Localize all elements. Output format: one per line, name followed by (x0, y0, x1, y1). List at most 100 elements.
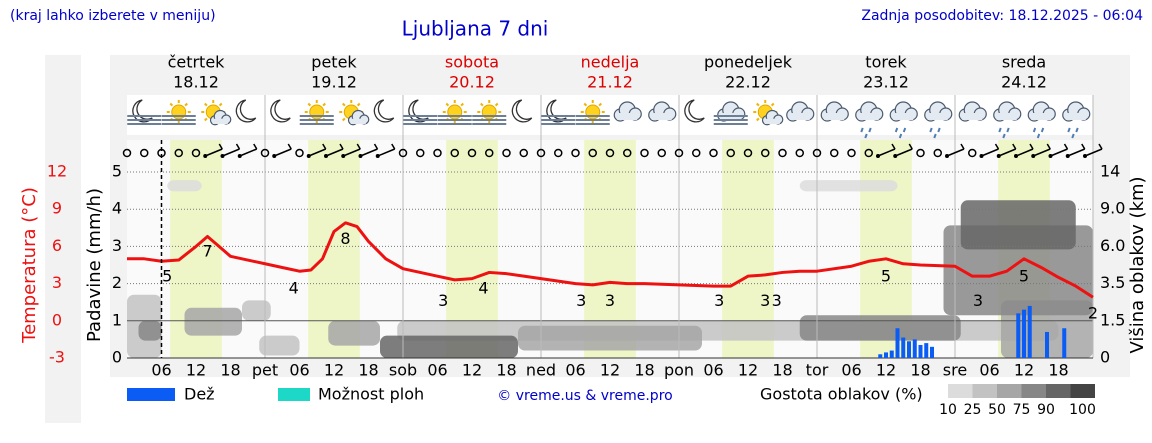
rain-drop (1067, 127, 1071, 133)
density-swatch (1021, 384, 1046, 398)
moon (511, 99, 533, 123)
wind-barb (1050, 148, 1068, 157)
rain-bar (1062, 328, 1067, 358)
credit[interactable]: © vreme.us & vreme.pro (497, 388, 672, 404)
wind-barb (204, 148, 223, 157)
day-name: četrtek (168, 53, 226, 72)
wind-barb (1032, 148, 1051, 157)
rain-drop (864, 133, 868, 139)
x-tick-label: 06 (427, 361, 447, 380)
wind-barb (1098, 143, 1103, 150)
weather-icon (924, 101, 953, 139)
legend-label: Dež (184, 385, 215, 404)
density-swatch (1046, 384, 1071, 398)
wind-calm (398, 148, 408, 158)
legend-swatch (278, 388, 310, 401)
cloud-part (617, 113, 638, 120)
weather-icon (1062, 101, 1091, 139)
day-name: sobota (445, 53, 499, 72)
weather-icon (235, 99, 257, 123)
temperature-label: 4 (289, 279, 299, 298)
day-name: torek (865, 53, 907, 72)
wind-calm (260, 148, 270, 158)
day-date: 20.12 (449, 73, 495, 92)
weather-icon (1027, 101, 1056, 139)
sun-ray (598, 102, 602, 107)
day-date: 18.12 (173, 73, 219, 92)
weather-icon (613, 101, 642, 122)
temperature-axis-title: Temperatura (°C) (19, 187, 40, 344)
weather-icon (270, 99, 291, 123)
x-tick-label: 18 (1048, 361, 1068, 380)
wind-barb (1063, 143, 1069, 150)
wind-calm (122, 148, 132, 158)
rain-bar (924, 343, 929, 358)
wind-calm (433, 148, 442, 158)
sun-ray (460, 102, 464, 107)
cloud-part (996, 113, 1017, 120)
y-tick-label: 5 (112, 162, 122, 181)
x-tick-label: 18 (496, 361, 516, 380)
wind-calm (795, 148, 804, 158)
cloud-part (927, 113, 948, 120)
rain-drop (998, 127, 1002, 133)
cloud-blob (518, 325, 702, 351)
day-date: 21.12 (587, 73, 633, 92)
wind-barb (946, 148, 965, 157)
wind-barb (998, 148, 1017, 157)
temperature-label: 3 (576, 291, 586, 310)
x-tick-label: 12 (738, 361, 758, 380)
wind-calm (416, 148, 425, 158)
rain-bar (895, 328, 900, 358)
wind-calm (916, 148, 925, 158)
temperature-tick-label: -3 (49, 348, 65, 367)
density-label: 90 (1037, 402, 1055, 418)
cloud-blob (960, 200, 1076, 250)
y-tick-label: 4 (112, 199, 122, 218)
cloud-part (651, 113, 672, 120)
temperature-label: 3 (714, 291, 724, 310)
x-tick-label: 18 (910, 361, 930, 380)
temperature-tick-label: 3 (52, 273, 62, 292)
wind-barb (342, 148, 361, 157)
wind-barb (287, 143, 292, 150)
cloud-part (858, 113, 879, 120)
temperature-tick-label: 9 (52, 199, 62, 218)
density-label: 50 (988, 402, 1006, 418)
x-tick-label: 18 (220, 361, 240, 380)
temperature-tick-label: 12 (47, 162, 67, 181)
cloud-height-axis-title: Višina oblakov (km) (1127, 176, 1148, 353)
x-tick-label: 06 (289, 361, 309, 380)
cloud-part (1065, 113, 1086, 120)
wind-barb (1081, 143, 1086, 150)
y-tick-label: 2 (112, 273, 122, 292)
rain-bar (907, 341, 911, 358)
wind-calm (640, 148, 649, 158)
x-tick-label: 06 (979, 361, 999, 380)
cloud-part (824, 113, 845, 120)
wind-barb (373, 143, 379, 150)
wind-calm (864, 148, 873, 158)
cloud-height-tick-label: 9.0 (1100, 199, 1125, 218)
wind-calm (968, 148, 977, 158)
sun-ray (342, 102, 346, 107)
weather-icon (993, 101, 1022, 139)
moon (270, 99, 291, 123)
moon (235, 99, 257, 123)
wind-barb (908, 143, 913, 150)
sun-ray (480, 102, 484, 107)
cloud-blob (380, 335, 518, 358)
wind-calm (674, 148, 684, 158)
weather-icon (713, 101, 748, 125)
sun-ray (218, 102, 223, 107)
density-swatch (948, 384, 973, 398)
wind-barb (239, 148, 258, 157)
rain-drop (1006, 127, 1010, 133)
wind-calm (502, 148, 511, 158)
wind-calm (761, 148, 770, 158)
cloud-part (1031, 113, 1052, 120)
rain-bar (889, 350, 894, 358)
wind-calm (933, 148, 942, 158)
wind-calm (743, 148, 753, 158)
wind-calm (726, 148, 735, 158)
